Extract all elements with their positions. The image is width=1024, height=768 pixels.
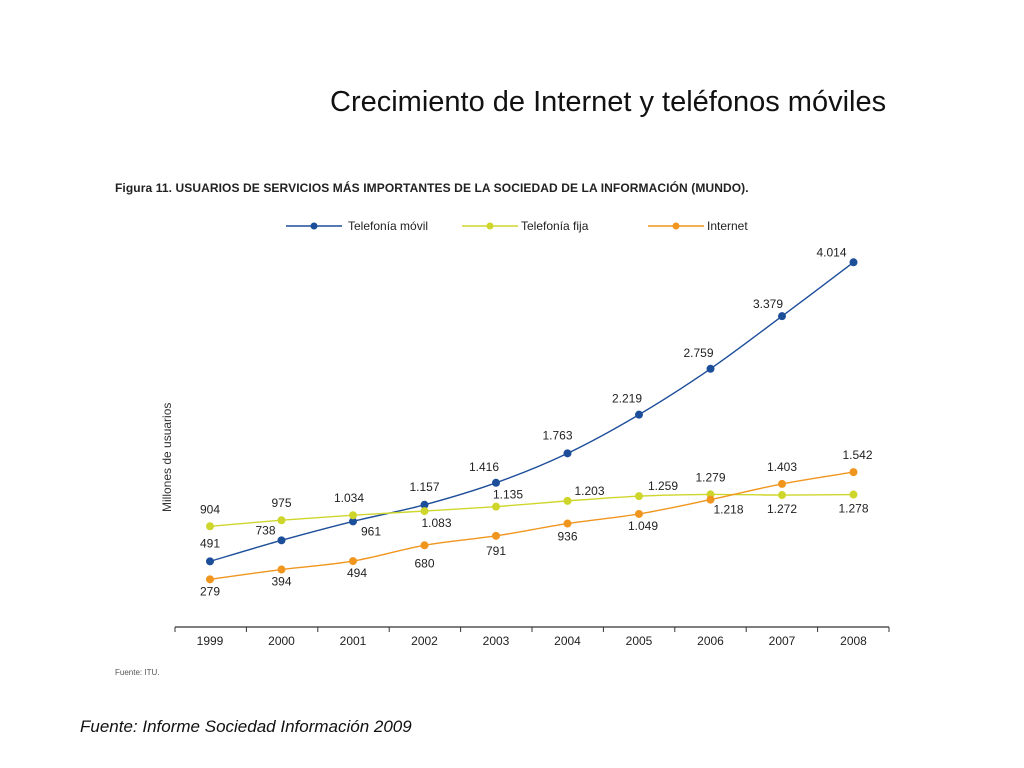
data-label: 936 xyxy=(557,530,577,544)
data-label: 1.403 xyxy=(767,460,797,474)
data-point xyxy=(277,565,286,574)
data-label: 2.219 xyxy=(612,392,642,406)
data-label: 1.034 xyxy=(334,491,364,505)
data-point xyxy=(635,410,643,419)
data-point xyxy=(277,516,286,525)
data-label: 1.135 xyxy=(493,488,523,502)
legend-label: Telefonía fija xyxy=(521,219,589,233)
data-point xyxy=(206,575,214,584)
data-point xyxy=(349,557,357,566)
figure-caption: Figura 11. USUARIOS DE SERVICIOS MÁS IMP… xyxy=(115,181,749,195)
data-point xyxy=(492,502,500,511)
data-point xyxy=(849,468,858,477)
x-tick-label: 2003 xyxy=(483,634,510,648)
data-point xyxy=(277,536,286,545)
legend-marker xyxy=(672,222,680,230)
slide-title: Crecimiento de Internet y teléfonos móvi… xyxy=(330,86,887,118)
data-label: 961 xyxy=(361,524,381,538)
data-point xyxy=(420,500,429,509)
data-label: 1.272 xyxy=(767,502,797,516)
data-label: 738 xyxy=(255,523,275,537)
data-point xyxy=(349,517,357,526)
data-label: 1.049 xyxy=(628,519,658,533)
data-label: 279 xyxy=(200,584,220,598)
data-point xyxy=(706,364,715,373)
data-point xyxy=(420,541,429,550)
data-label: 394 xyxy=(271,575,291,589)
data-point xyxy=(563,496,572,505)
x-tick-label: 2005 xyxy=(626,634,653,648)
data-label: 1.279 xyxy=(695,470,725,484)
data-point xyxy=(206,522,214,531)
slide-source-footer: Fuente: Informe Sociedad Información 200… xyxy=(80,717,412,736)
data-label: 1.203 xyxy=(574,484,604,498)
data-label: 491 xyxy=(200,536,220,550)
data-label: 1.542 xyxy=(842,448,872,462)
data-label: 1.259 xyxy=(648,479,678,493)
data-point xyxy=(706,495,715,504)
data-point xyxy=(635,509,643,518)
legend-label: Telefonía móvil xyxy=(348,219,428,233)
x-tick-label: 2007 xyxy=(769,634,796,648)
data-label: 1.416 xyxy=(469,460,499,474)
data-point xyxy=(349,511,357,520)
series-line xyxy=(209,471,854,581)
data-point xyxy=(778,479,786,488)
series-line xyxy=(209,261,854,562)
data-point xyxy=(492,531,500,540)
data-point xyxy=(420,507,429,516)
x-tick-label: 2004 xyxy=(554,634,581,648)
data-label: 1.083 xyxy=(421,516,451,530)
data-label: 1.218 xyxy=(713,503,743,517)
x-tick-label: 1999 xyxy=(197,634,224,648)
legend-marker xyxy=(310,222,318,230)
legend-marker xyxy=(486,222,494,230)
series-line xyxy=(209,493,854,527)
data-label: 791 xyxy=(486,544,506,558)
legend-label: Internet xyxy=(707,219,748,233)
x-tick-label: 2008 xyxy=(840,634,867,648)
data-label: 3.379 xyxy=(753,297,783,311)
data-label: 975 xyxy=(271,496,291,510)
data-label: 4.014 xyxy=(816,245,846,259)
data-label: 680 xyxy=(414,556,434,570)
x-tick-label: 2000 xyxy=(268,634,295,648)
data-point xyxy=(849,490,858,499)
data-point xyxy=(635,492,643,501)
data-point xyxy=(206,557,214,566)
data-label: 1.278 xyxy=(838,502,868,516)
data-point xyxy=(492,478,500,487)
data-label: 494 xyxy=(347,566,367,580)
data-label: 904 xyxy=(200,502,220,516)
data-label: 2.759 xyxy=(683,346,713,360)
data-label: 1.763 xyxy=(542,428,572,442)
data-point xyxy=(563,519,572,528)
data-point xyxy=(849,258,858,267)
data-point xyxy=(778,491,786,500)
chart-source-note: Fuente: ITU. xyxy=(115,668,160,677)
x-tick-label: 2001 xyxy=(340,634,367,648)
x-tick-label: 2002 xyxy=(411,634,438,648)
data-point xyxy=(778,312,786,321)
x-tick-label: 2006 xyxy=(697,634,724,648)
data-label: 1.157 xyxy=(409,480,439,494)
data-point xyxy=(563,449,572,458)
